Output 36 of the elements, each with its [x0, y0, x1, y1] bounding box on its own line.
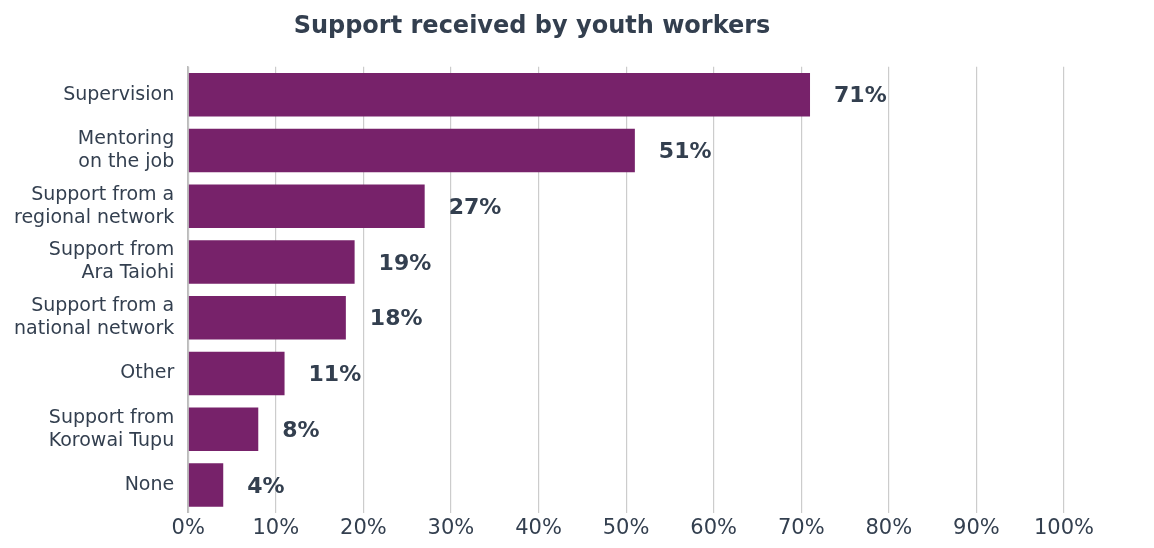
data-label: 27%: [448, 193, 502, 219]
x-tick-label: 50%: [602, 514, 650, 539]
x-tick-label: 10%: [252, 514, 300, 539]
y-tick-label: Supervision: [63, 81, 175, 104]
bar: [188, 240, 355, 284]
y-tick-label: Mentoring on the job: [77, 125, 175, 171]
bar: [188, 463, 224, 507]
bar: [188, 128, 635, 173]
x-tick-label: 70%: [777, 514, 825, 539]
chart-title: Support received by youth workers: [293, 10, 771, 39]
bar: [188, 72, 811, 117]
bar: [188, 184, 425, 228]
data-label: 18%: [369, 305, 423, 331]
data-label: 11%: [308, 361, 362, 387]
x-tick-label: 90%: [953, 514, 1000, 539]
x-tick-label: 60%: [690, 514, 738, 539]
x-tick-label: 20%: [340, 514, 387, 539]
bar: [188, 295, 346, 340]
x-tick-label: 0%: [171, 514, 205, 539]
x-tick-label: 40%: [515, 514, 562, 539]
data-label: 19%: [378, 249, 432, 275]
y-tick-label: Other: [120, 360, 175, 383]
bar: [188, 407, 259, 451]
y-tick-label: Support from a national network: [14, 293, 175, 339]
y-tick-label: Support from a regional network: [13, 181, 175, 227]
bar: [188, 351, 285, 396]
data-label: 8%: [282, 416, 320, 442]
data-label: 4%: [247, 472, 285, 498]
y-tick-label: Support from Korowai Tupu: [48, 404, 175, 450]
data-label: 71%: [834, 82, 887, 108]
x-tick-label: 100%: [1033, 514, 1095, 539]
x-tick-label: 80%: [865, 514, 913, 539]
x-tick-label: 30%: [427, 514, 475, 539]
y-tick-label: Support from Ara Taiohi: [48, 237, 175, 283]
y-tick-label: None: [124, 471, 175, 494]
data-label: 51%: [658, 138, 712, 164]
